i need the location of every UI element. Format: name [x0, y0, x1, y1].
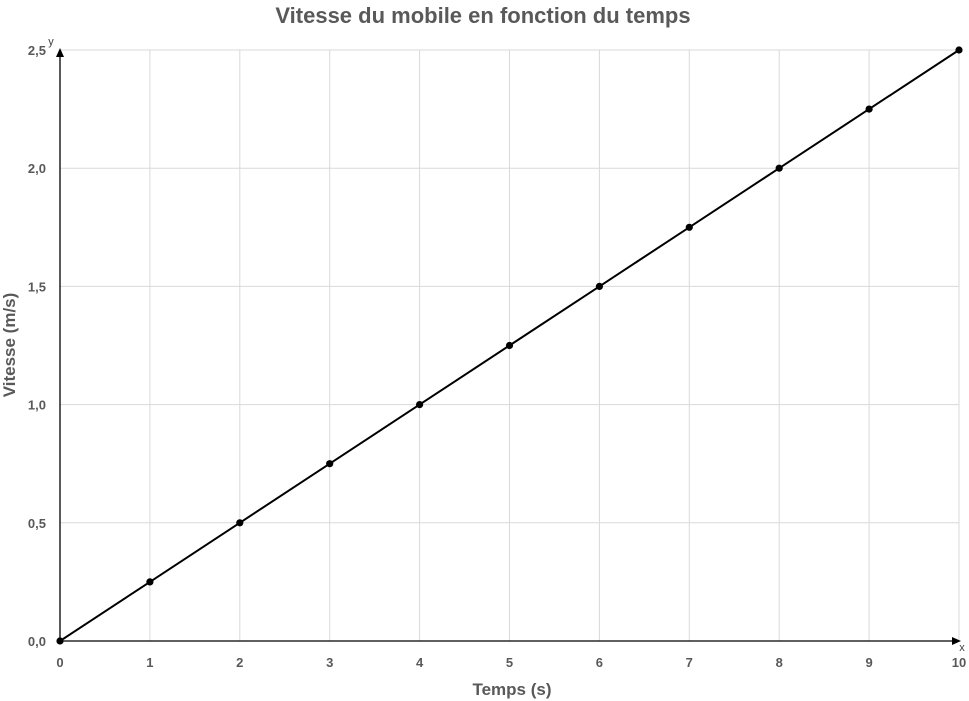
data-point-0-3 [326, 460, 334, 468]
y-tick-label-0: 0,0 [28, 634, 46, 649]
x-tick-label-7: 7 [686, 655, 693, 670]
data-point-0-7 [685, 223, 693, 231]
chart-title: Vitesse du mobile en fonction du temps [275, 3, 690, 28]
x-tick-label-4: 4 [416, 655, 424, 670]
y-tick-label-4: 2,0 [28, 161, 46, 176]
x-tick-label-5: 5 [506, 655, 513, 670]
x-tick-label-8: 8 [776, 655, 783, 670]
y-axis-letter: y [48, 36, 54, 48]
data-point-0-2 [236, 519, 244, 527]
x-tick-label-0: 0 [56, 655, 63, 670]
axes [56, 48, 961, 645]
data-point-0-1 [146, 578, 154, 586]
x-tick-label-3: 3 [326, 655, 333, 670]
data-point-0-0 [56, 637, 64, 645]
y-tick-label-2: 1,0 [28, 398, 46, 413]
x-tick-label-6: 6 [596, 655, 603, 670]
x-tick-label-2: 2 [236, 655, 243, 670]
x-tick-label-9: 9 [865, 655, 872, 670]
data-point-0-9 [865, 105, 873, 113]
y-tick-label-1: 0,5 [28, 516, 46, 531]
x-tick-label-1: 1 [146, 655, 153, 670]
data-point-0-8 [775, 164, 783, 172]
data-point-0-5 [505, 341, 514, 350]
y-axis-title: Vitesse (m/s) [0, 293, 19, 398]
y-axis-arrow [56, 48, 64, 57]
series [56, 46, 963, 645]
y-tick-label-3: 1,5 [28, 279, 46, 294]
data-point-0-4 [416, 401, 424, 409]
x-axis-arrow [952, 637, 961, 645]
x-axis-title: Temps (s) [472, 680, 551, 699]
x-axis-letter: x [959, 642, 965, 654]
x-tick-label-10: 10 [952, 655, 966, 670]
data-point-0-6 [595, 282, 604, 290]
data-point-0-10 [955, 46, 963, 54]
y-tick-label-5: 2,5 [28, 43, 46, 58]
tick-labels: 0 1 2 3 4 5 6 7 8 9 10 0,0 0,5 1,0 1,5 2,0 2,5 [28, 43, 966, 670]
